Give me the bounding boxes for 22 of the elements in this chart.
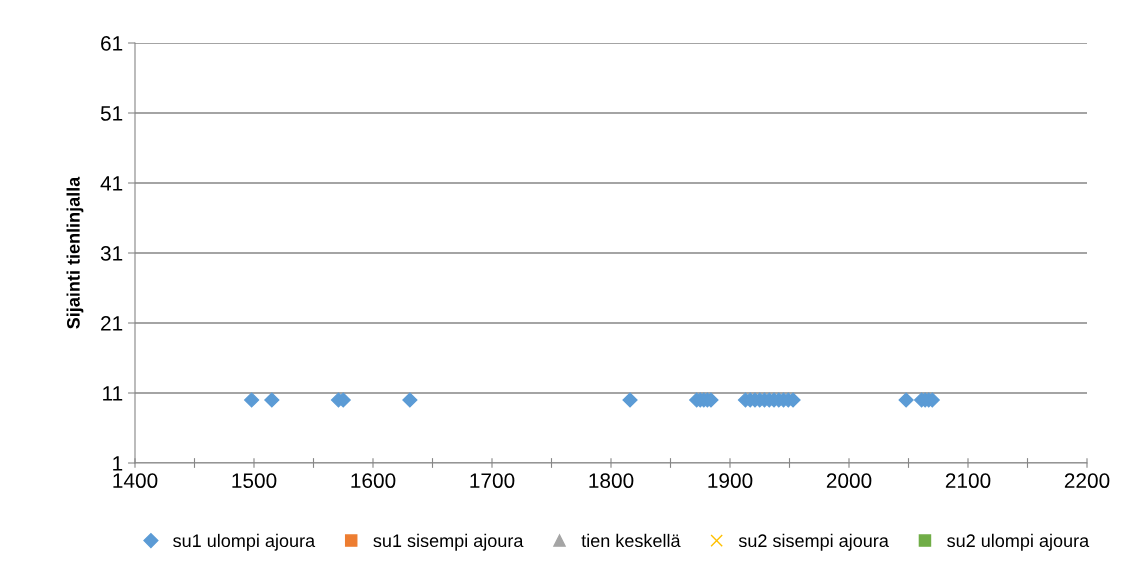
y-tick-label: 41 (100, 176, 123, 191)
y-tick-label: 51 (100, 106, 123, 121)
legend-label: su1 sisempi ajoura (373, 533, 524, 551)
x-tick-label: 2000 (826, 473, 872, 489)
legend-label: su1 ulompi ajoura (173, 533, 316, 551)
legend-label: su2 ulompi ajoura (947, 533, 1090, 551)
x-tick-label: 1400 (113, 473, 158, 489)
x-tick-label: 1500 (232, 473, 277, 489)
y-tick-label: 31 (100, 246, 123, 261)
legend-label: su2 sisempi ajoura (738, 533, 889, 551)
y-tick-label: 61 (101, 36, 123, 51)
y-axis-title: Sijainti tienlinjalla (66, 176, 84, 329)
x-tick-label: 2200 (1064, 473, 1110, 489)
y-tick-label: 1 (113, 456, 123, 471)
x-tick-label: 1800 (589, 473, 634, 489)
x-tick-label: 2100 (945, 473, 991, 489)
y-tick-label: 11 (103, 386, 123, 401)
y-tick-label: 21 (101, 316, 123, 331)
x-tick-label: 1900 (708, 473, 753, 489)
legend-label: tien keskellä (581, 533, 681, 548)
x-tick-label: 1600 (351, 473, 396, 489)
x-tick-label: 1700 (470, 473, 515, 489)
